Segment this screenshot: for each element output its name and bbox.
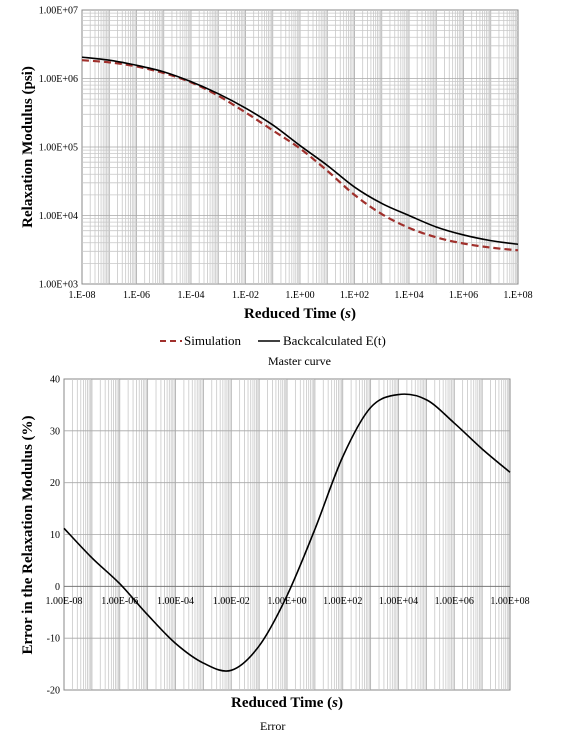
y-ticks-2: -20 -10 0 10 20 30 40 xyxy=(47,375,60,697)
x-tick-label: 1.00E-04 xyxy=(157,596,194,607)
y-tick-label: 1.00E+04 xyxy=(39,211,78,222)
x-tick-label: 1.00E+08 xyxy=(490,596,529,607)
y-tick-label: 40 xyxy=(50,375,60,386)
x-ticks-2: 1.00E-08 1.00E-06 1.00E-04 1.00E-02 1.00E+00… xyxy=(46,596,530,607)
y-tick-label: 1.00E+06 xyxy=(39,74,78,85)
x-tick-label: 1.E-06 xyxy=(123,290,150,301)
y-tick-label: 20 xyxy=(50,478,60,489)
x-tick-label: 1.E-04 xyxy=(178,290,205,301)
x-tick-label: 1.E+00 xyxy=(285,290,314,301)
y-axis-label-1: Relaxation Modulus (psi) xyxy=(20,66,36,228)
caption-1: Master curve xyxy=(268,354,331,368)
legend-label-backcalculated: Backcalculated E(t) xyxy=(283,333,386,348)
y-tick-label: 1.00E+05 xyxy=(39,143,78,154)
x-tick-label: 1.00E-08 xyxy=(46,596,83,607)
series-2 xyxy=(63,393,511,672)
y-tick-label: -20 xyxy=(47,686,60,697)
y-tick-label: -10 xyxy=(47,634,60,645)
y-tick-label: 1.00E+07 xyxy=(39,6,78,17)
x-tick-label: 1.00E-02 xyxy=(213,596,250,607)
master-curve-chart: 1.E-08 1.E-06 1.E-04 1.E-02 1.E+00 1.E+02 1.E+… xyxy=(20,6,533,369)
x-tick-label: 1.E-02 xyxy=(232,290,259,301)
caption-2: Error xyxy=(260,719,285,733)
series-line-backcalculated-e-t xyxy=(81,56,519,246)
x-ticks-1: 1.E-08 1.E-06 1.E-04 1.E-02 1.E+00 1.E+02 1.E+… xyxy=(69,290,533,301)
legend-1: Simulation Backcalculated E(t) xyxy=(160,333,386,348)
x-tick-label: 1.E+02 xyxy=(340,290,369,301)
y-tick-label: 30 xyxy=(50,426,60,437)
x-tick-label: 1.E-08 xyxy=(69,290,96,301)
x-tick-label: 1.00E+06 xyxy=(435,596,474,607)
x-tick-label: 1.00E+02 xyxy=(323,596,362,607)
y-axis-label-2: Error in the Relaxation Modulus (%) xyxy=(20,415,36,654)
x-tick-label: 1.E+08 xyxy=(503,290,532,301)
y-tick-label: 10 xyxy=(50,530,60,541)
grid-1 xyxy=(82,10,518,284)
x-tick-label: 1.E+06 xyxy=(449,290,478,301)
error-chart: 1.00E-08 1.00E-06 1.00E-04 1.00E-02 1.00E+00… xyxy=(20,375,530,734)
y-tick-label: 1.00E+03 xyxy=(39,280,78,291)
x-tick-label: 1.00E-06 xyxy=(101,596,138,607)
x-tick-label: 1.00E+04 xyxy=(379,596,418,607)
error-series-line xyxy=(63,393,511,672)
legend-label-simulation: Simulation xyxy=(184,333,242,348)
x-tick-label: 1.00E+00 xyxy=(267,596,306,607)
x-tick-label: 1.E+04 xyxy=(394,290,423,301)
series-1 xyxy=(81,56,519,252)
y-tick-label: 0 xyxy=(55,582,60,593)
x-axis-label-1: Reduced Time (s) xyxy=(244,306,356,322)
x-axis-label-2: Reduced Time (s) xyxy=(231,695,343,711)
y-ticks-1: 1.00E+03 1.00E+04 1.00E+05 1.00E+06 1.00E+07 xyxy=(39,6,78,291)
series-line-simulation xyxy=(81,59,519,252)
